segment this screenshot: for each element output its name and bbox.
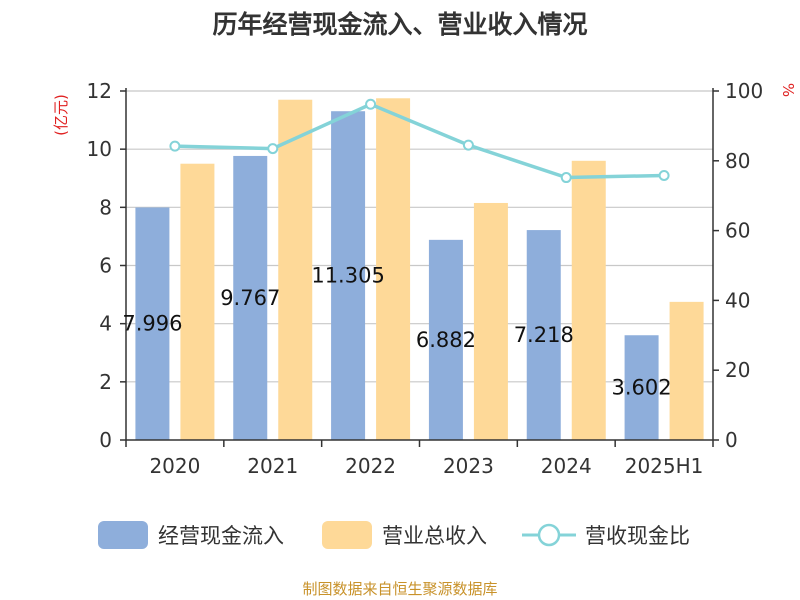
- bar-cash-inflow: [331, 111, 366, 440]
- right-tick-label: 20: [725, 358, 750, 382]
- left-tick-label: 6: [99, 254, 112, 278]
- bar-cash-inflow: [428, 239, 463, 440]
- ratio-point: [560, 172, 572, 184]
- right-tick-label: 0: [725, 428, 738, 452]
- left-tick-label: 4: [99, 312, 112, 336]
- gridlines: [126, 90, 713, 383]
- legend: 经营现金流入 营业总收入 营收现金比: [98, 521, 690, 549]
- data-label: 7.218: [514, 323, 574, 347]
- left-tick-label: 0: [99, 428, 112, 452]
- right-axis-unit: %: [779, 83, 797, 97]
- bar-revenue: [278, 99, 313, 440]
- ratio-point: [169, 140, 181, 152]
- left-tick-label: 12: [87, 79, 112, 103]
- bar-revenue: [180, 163, 215, 441]
- ratio-point: [462, 139, 474, 151]
- legend-label: 营业总收入: [382, 524, 487, 548]
- source-note: 制图数据来自恒生聚源数据库: [302, 580, 497, 598]
- bar-revenue: [376, 98, 411, 440]
- legend-label: 经营现金流入: [158, 524, 284, 548]
- ratio-point: [658, 169, 670, 181]
- x-tick-label: 2025H1: [625, 454, 704, 478]
- x-tick-label: 2022: [345, 454, 396, 478]
- data-labels: 7.996 9.767 11.305 6.882 7.218 3.602: [122, 264, 671, 400]
- right-tick-label: 40: [725, 288, 750, 312]
- bar-cash-inflow: [135, 207, 170, 440]
- bar-revenue: [669, 301, 704, 440]
- data-label: 6.882: [416, 328, 476, 352]
- data-label: 9.767: [220, 286, 280, 310]
- x-tick-label: 2021: [247, 454, 298, 478]
- ratio-point: [267, 143, 279, 155]
- ratio-line: [169, 98, 670, 184]
- x-tick-label: 2020: [149, 454, 200, 478]
- data-label: 3.602: [612, 376, 672, 400]
- ratio-line-path: [174, 102, 665, 180]
- left-tick-label: 10: [87, 137, 112, 161]
- bar-cash-inflow: [526, 230, 561, 440]
- bar-cash-inflow: [233, 155, 268, 440]
- bars: [135, 98, 704, 441]
- right-tick-label: 100: [725, 79, 763, 103]
- right-tick-label: 60: [725, 219, 750, 243]
- left-tick-label: 8: [99, 195, 112, 219]
- x-tick-label: 2024: [541, 454, 592, 478]
- bar-revenue: [473, 202, 508, 440]
- legend-swatch: [98, 521, 148, 549]
- legend-marker: [537, 523, 561, 547]
- chart-title: 历年经营现金流入、营业收入情况: [212, 10, 587, 39]
- legend-label: 营收现金比: [585, 524, 690, 548]
- bar-revenue: [571, 160, 606, 441]
- left-tick-label: 2: [99, 370, 112, 394]
- data-label: 7.996: [122, 312, 182, 336]
- left-axis-unit: (亿元): [52, 94, 70, 136]
- bar-cash-inflow: [624, 335, 659, 440]
- x-tick-label: 2023: [443, 454, 494, 478]
- axes: 0 2 4 6 8 10 12 0 20 40 60 80 100 2020 2021 2022 2023 202…: [87, 79, 764, 478]
- data-label: 11.305: [311, 264, 384, 288]
- right-tick-label: 80: [725, 149, 750, 173]
- legend-swatch: [322, 521, 372, 549]
- ratio-point: [365, 98, 377, 110]
